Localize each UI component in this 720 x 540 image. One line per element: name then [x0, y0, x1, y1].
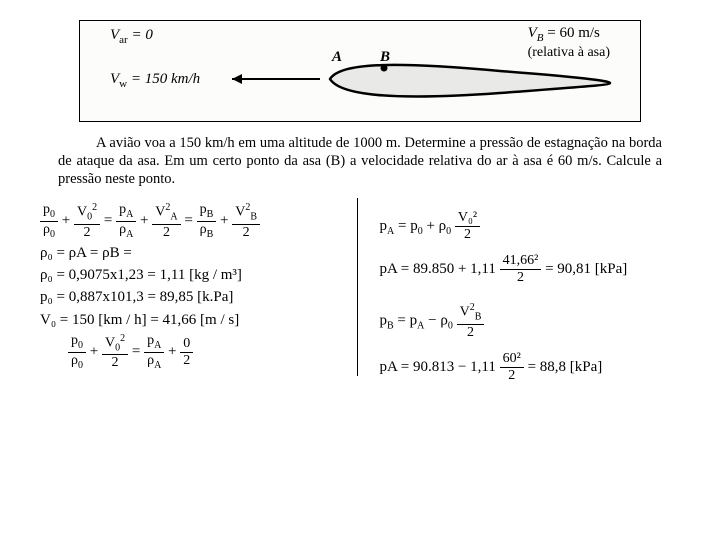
wing-figure: Var = 0 Vw = 150 km/h VB = 60 m/s (relat… [79, 20, 641, 122]
equations-left: p0ρ0 + V022 = pAρA + V2A2 = pBρB + V2B2 … [40, 198, 358, 375]
problem-text: A avião voa a 150 km/h em uma altitude d… [58, 134, 662, 188]
pa-calc: pA = 89.850 + 1,11 41,66²2 = 90,81 [kPa] [380, 254, 681, 285]
p0-calc: p₀ = 0,887x101,3 = 89,85 [k.Pa] [40, 289, 347, 306]
label-var: Var = 0 [110, 27, 153, 46]
label-pointB: B [380, 49, 390, 66]
equations-right: pA = p0 + ρ0 V₀²2 pA = 89.850 + 1,11 41,… [374, 198, 681, 387]
bernoulli-triple: p0ρ0 + V022 = pAρA + V2A2 = pBρB + V2B2 [40, 203, 347, 240]
pb-calc: pA = 90.813 − 1,11 60²2 = 88,8 [kPa] [380, 352, 681, 383]
pb-formula: pB = pA − ρ0 V2B2 [380, 303, 681, 339]
label-vw: Vw = 150 km/h [110, 71, 200, 90]
pa-formula: pA = p0 + ρ0 V₀²2 [380, 211, 681, 242]
v0-calc: V₀ = 150 [km / h] = 41,66 [m / s] [40, 312, 347, 329]
label-pointA: A [332, 49, 342, 66]
rho-equal: ρ₀ = ρA = ρB = [40, 245, 347, 262]
label-vb: VB = 60 m/s (relativa à asa) [528, 25, 610, 61]
equations-area: p0ρ0 + V022 = pAρA + V2A2 = pBρB + V2B2 … [40, 198, 680, 387]
rho-calc: ρ₀ = 0,9075x1,23 = 1,11 [kg / m³] [40, 267, 347, 284]
bernoulli-stag: p0ρ0 + V022 = pAρA + 02 [68, 334, 347, 371]
